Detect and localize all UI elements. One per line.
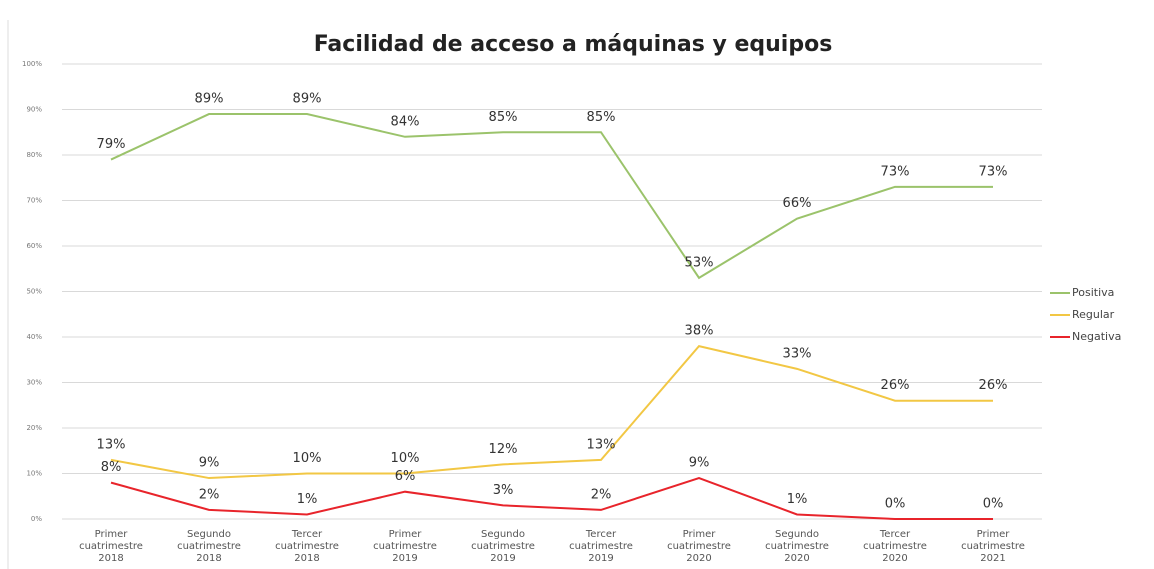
data-label: 10% (391, 451, 420, 466)
y-tick-label: 60% (26, 242, 42, 250)
series-line (110, 113, 993, 280)
data-label: 13% (97, 437, 126, 452)
data-label: 38% (685, 324, 714, 339)
y-tick-label: 0% (31, 515, 42, 523)
x-tick-label: Segundo cuatrimestre 2020 (765, 529, 829, 564)
data-label: 6% (395, 469, 416, 484)
x-tick-label: Primer cuatrimestre 2020 (667, 529, 731, 564)
data-label: 0% (885, 497, 906, 512)
data-label: 2% (199, 487, 220, 502)
data-label: 3% (493, 483, 514, 498)
data-label: 9% (689, 456, 710, 471)
data-label: 26% (979, 378, 1008, 393)
x-tick-label: Tercer cuatrimestre 2020 (863, 529, 927, 564)
data-label: 8% (101, 460, 122, 475)
x-tick-label: Tercer cuatrimestre 2018 (275, 529, 339, 564)
y-tick-label: 20% (26, 424, 42, 432)
y-tick-label: 10% (26, 470, 42, 478)
x-tick-label: Primer cuatrimestre 2019 (373, 529, 437, 564)
data-label: 10% (293, 451, 322, 466)
data-label: 89% (293, 92, 322, 107)
legend-label: Negativa (1072, 330, 1121, 343)
y-tick-label: 50% (26, 288, 42, 296)
data-label: 33% (783, 346, 812, 361)
chart-title: Facilidad de acceso a máquinas y equipos (314, 32, 833, 57)
data-label: 73% (881, 164, 910, 179)
data-label: 89% (195, 92, 224, 107)
data-label: 53% (685, 255, 714, 270)
x-tick-label: Segundo cuatrimestre 2018 (177, 529, 241, 564)
y-tick-label: 100% (22, 60, 42, 68)
legend-label: Positiva (1072, 286, 1114, 299)
data-label: 13% (587, 437, 616, 452)
data-label: 73% (979, 164, 1008, 179)
data-label: 2% (591, 487, 612, 502)
data-label: 12% (489, 442, 518, 457)
series-line (110, 476, 993, 520)
data-label: 1% (787, 492, 808, 507)
data-label: 85% (489, 110, 518, 125)
series-line (110, 344, 993, 480)
x-tick-label: Primer cuatrimestre 2018 (79, 529, 143, 564)
data-label: 0% (983, 497, 1004, 512)
x-tick-label: Primer cuatrimestre 2021 (961, 529, 1025, 564)
data-label: 85% (587, 110, 616, 125)
data-label: 79% (97, 137, 126, 152)
data-label: 9% (199, 456, 220, 471)
y-tick-label: 30% (26, 379, 42, 387)
data-label: 66% (783, 196, 812, 211)
x-tick-label: Segundo cuatrimestre 2019 (471, 529, 535, 564)
y-tick-label: 40% (26, 333, 42, 341)
legend-label: Regular (1072, 308, 1115, 321)
data-label: 1% (297, 492, 318, 507)
data-label: 84% (391, 114, 420, 129)
y-tick-label: 80% (26, 151, 42, 159)
y-tick-label: 70% (26, 197, 42, 205)
data-label: 26% (881, 378, 910, 393)
x-tick-label: Tercer cuatrimestre 2019 (569, 529, 633, 564)
y-tick-label: 90% (26, 106, 42, 114)
